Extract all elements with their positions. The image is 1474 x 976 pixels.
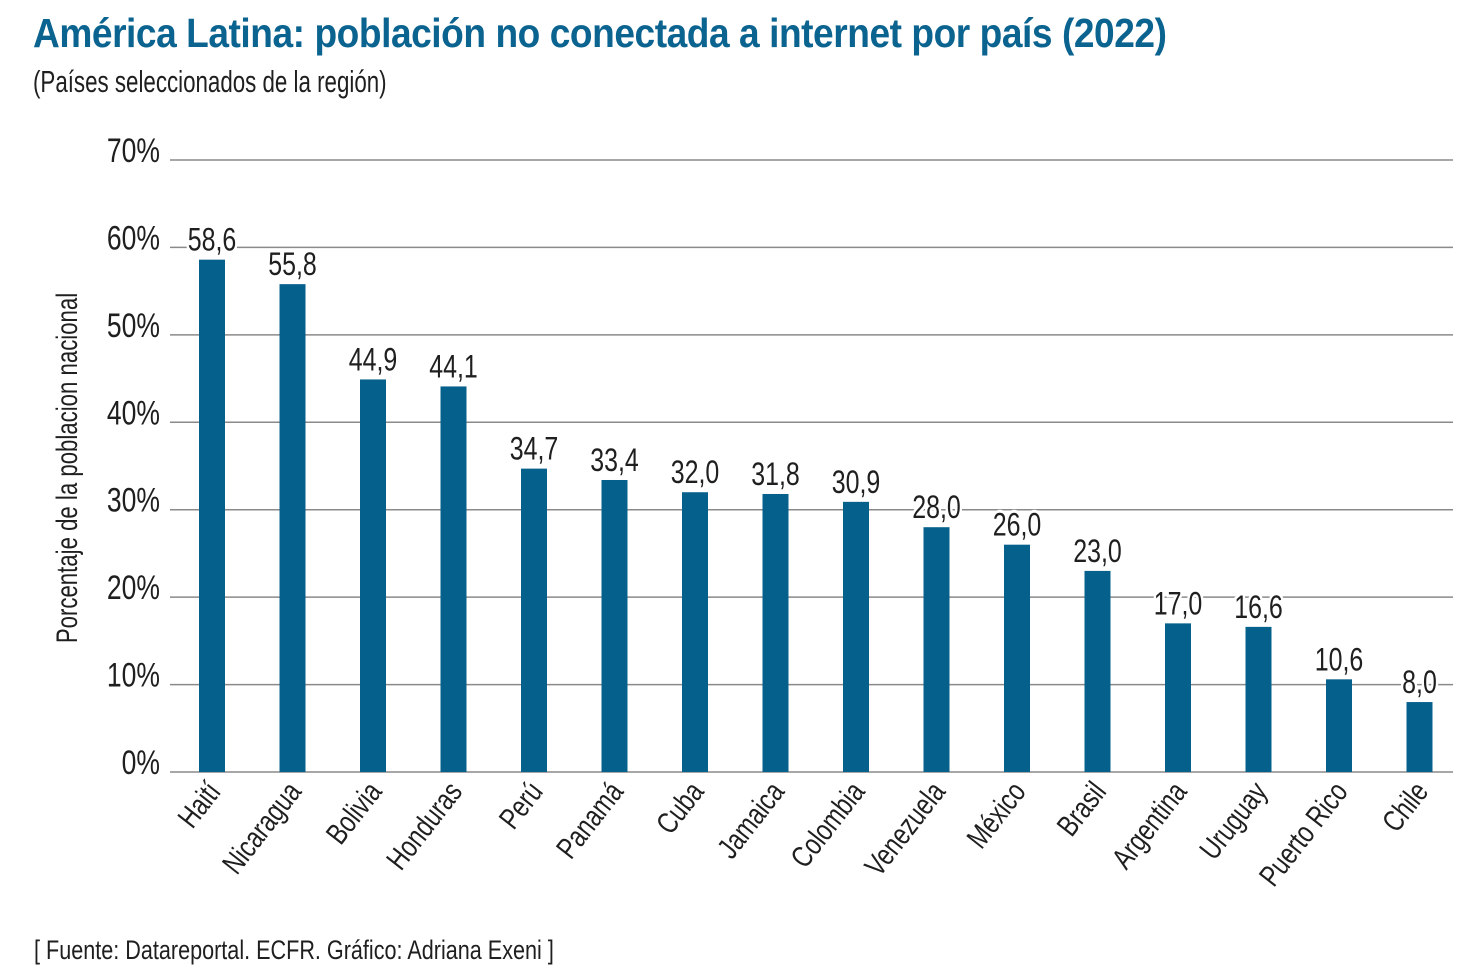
data-label: 23,0	[1073, 534, 1122, 570]
x-tick-label: Colombia	[784, 775, 871, 873]
bar	[1084, 570, 1111, 772]
x-tick-label: Bolivia	[319, 775, 388, 850]
x-tick-label: Chile	[1376, 776, 1435, 839]
y-tick-label: 50%	[107, 307, 160, 345]
bar	[1245, 626, 1272, 772]
bar	[521, 468, 547, 772]
data-label: 55,8	[268, 247, 317, 283]
y-tick-label: 0%	[122, 744, 160, 782]
y-tick-label: 60%	[107, 219, 160, 257]
data-label: 17,0	[1154, 586, 1203, 622]
bar	[1326, 679, 1352, 772]
y-tick-label: 70%	[107, 132, 160, 170]
bars	[199, 259, 1433, 772]
x-tick-label: Haití	[171, 775, 227, 834]
bar	[360, 379, 386, 772]
x-tick-label: Uruguay	[1193, 775, 1274, 866]
bar	[923, 527, 950, 772]
chart-title: América Latina: población no conectada a…	[33, 10, 1167, 56]
data-label: 8,0	[1402, 665, 1437, 701]
source-credit: [ Fuente: Datareportal. ECFR. Gráfico: A…	[34, 935, 554, 965]
data-label: 33,4	[590, 443, 639, 479]
x-tick-label: Venezuela	[858, 775, 952, 882]
x-tick-label: Cuba	[649, 776, 710, 841]
data-label: 34,7	[510, 432, 559, 468]
bar	[601, 479, 628, 772]
bar	[1165, 623, 1191, 772]
x-tick-label: Honduras	[380, 776, 469, 877]
bar	[843, 501, 869, 772]
x-tick-label: Brasil	[1050, 776, 1112, 843]
y-axis-title: Porcentaje de la poblacion nacional	[50, 293, 84, 643]
y-axis-ticks: 0% 10% 20% 30% 40% 50% 60% 70%	[107, 132, 160, 782]
data-label: 31,8	[751, 457, 800, 493]
data-label: 28,0	[912, 490, 961, 526]
data-label: 32,0	[671, 455, 720, 491]
data-label: 30,9	[832, 465, 881, 501]
bar	[1004, 544, 1030, 772]
x-tick-label: Argentina	[1105, 776, 1193, 876]
y-tick-label: 30%	[107, 482, 160, 520]
bar	[682, 492, 708, 772]
x-tick-label: Nicaragua	[216, 775, 308, 880]
x-tick-label: Panamá	[550, 776, 630, 865]
x-tick-label: Jamaica	[711, 775, 791, 864]
data-label: 44,1	[429, 350, 478, 386]
bar	[1406, 702, 1433, 772]
data-label: 10,6	[1315, 642, 1364, 678]
data-label: 44,9	[349, 343, 398, 379]
data-label: 16,6	[1234, 590, 1283, 626]
x-tick-label: México	[960, 776, 1032, 855]
chart-subtitle: (Países seleccionados de la región)	[33, 64, 387, 99]
y-tick-label: 40%	[107, 394, 160, 432]
data-label: 58,6	[188, 223, 237, 259]
y-tick-label: 10%	[107, 656, 160, 694]
data-label: 26,0	[993, 508, 1042, 544]
x-tick-label: Perú	[492, 776, 549, 836]
bar	[762, 493, 789, 772]
bar	[440, 386, 467, 772]
data-labels: 58,6 55,8 44,9 44,1 34,7 33,4 32,0 31,8 30,9 28,0…	[185, 220, 1439, 703]
bar	[279, 284, 306, 772]
y-tick-label: 20%	[107, 569, 160, 607]
bar	[199, 259, 225, 772]
